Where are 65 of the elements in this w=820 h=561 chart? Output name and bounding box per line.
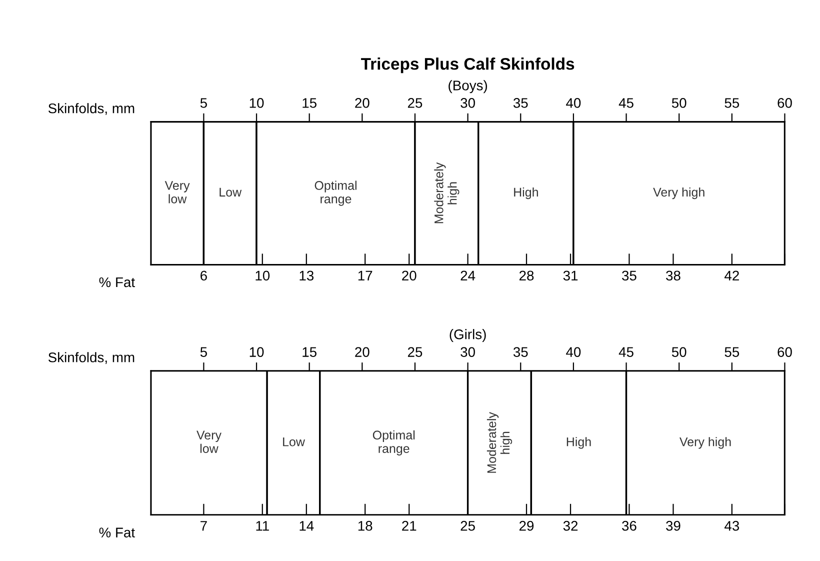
x-tick-label: 50: [672, 98, 686, 108]
x-tick-label: 20: [355, 347, 370, 357]
x-tick-label: 5: [200, 98, 207, 108]
x-tick-label: 55: [724, 98, 740, 108]
series-label: Low: [283, 438, 305, 446]
x2-tick-label: 14: [300, 521, 314, 531]
x2-tick-label: 20: [402, 270, 416, 281]
x2-tick-label: 24: [460, 270, 476, 280]
x-tick-label: 15: [302, 347, 316, 357]
x2-tick-label: 25: [460, 520, 475, 531]
series-label: High: [566, 437, 591, 449]
x-tick-label: 35: [513, 347, 528, 357]
x-tick-label: 10: [250, 98, 264, 108]
series-label: Moderately high: [486, 412, 512, 473]
x-tick-label: 30: [460, 98, 475, 108]
series-label: Low: [220, 188, 242, 197]
x-axis-title: Skinfolds, mm: [48, 103, 134, 115]
x2-tick-label: 38: [666, 270, 680, 281]
x2-tick-label: 17: [358, 270, 372, 280]
series-label: Very high: [680, 437, 731, 449]
x-tick-label: 60: [778, 347, 792, 357]
series-label: Very low: [164, 181, 190, 204]
x2-axis-title: % Fat: [99, 277, 135, 288]
x-tick-label: 5: [200, 347, 207, 357]
x2-tick-label: 7: [200, 521, 207, 531]
x-tick-label: 40: [566, 98, 581, 108]
series-label: Optimal range: [314, 180, 356, 206]
x-tick-label: 45: [618, 98, 634, 108]
x-tick-label: 55: [724, 347, 740, 357]
x-tick-label: 10: [250, 347, 264, 357]
x2-tick-label: 31: [563, 270, 578, 281]
x2-tick-label: 18: [358, 520, 372, 531]
x-tick-label: 30: [460, 347, 475, 357]
x2-tick-label: 6: [200, 270, 207, 281]
x2-tick-label: 35: [622, 270, 636, 281]
x2-axis-title: % Fat: [99, 528, 135, 538]
x-tick-label: 25: [408, 98, 422, 108]
x-axis-title: Skinfolds, mm: [48, 352, 134, 364]
chart-title: (Girls): [450, 329, 486, 342]
x-tick-label: 50: [672, 347, 686, 357]
x-tick-label: 45: [618, 347, 634, 357]
x2-tick-label: 10: [256, 270, 270, 281]
x2-tick-label: 36: [622, 520, 636, 531]
x2-tick-label: 39: [666, 520, 680, 531]
series-label: Optimal range: [372, 430, 415, 456]
x-tick-label: 20: [355, 98, 370, 108]
x-tick-label: 25: [408, 347, 422, 357]
x2-tick-label: 28: [519, 270, 534, 281]
x2-tick-label: 42: [724, 270, 739, 280]
x-tick-label: 15: [302, 98, 316, 108]
series-label: Very high: [653, 187, 704, 200]
x2-tick-label: 32: [563, 520, 578, 531]
series-label: Moderately high: [434, 162, 460, 224]
series-label: Very low: [196, 430, 222, 453]
x2-tick-label: 13: [300, 270, 314, 281]
series-label: High: [514, 187, 538, 200]
x-tick-label: 60: [778, 98, 792, 108]
x-tick-label: 35: [513, 98, 528, 108]
chart-subtitle: (Boys): [448, 80, 488, 94]
x2-tick-label: 11: [256, 521, 269, 531]
x2-tick-label: 43: [724, 520, 740, 531]
chart-title: Triceps Plus Calf Skinfolds: [361, 58, 574, 74]
x-tick-label: 40: [566, 347, 581, 357]
x2-tick-label: 29: [519, 520, 534, 531]
x2-tick-label: 21: [402, 520, 416, 531]
